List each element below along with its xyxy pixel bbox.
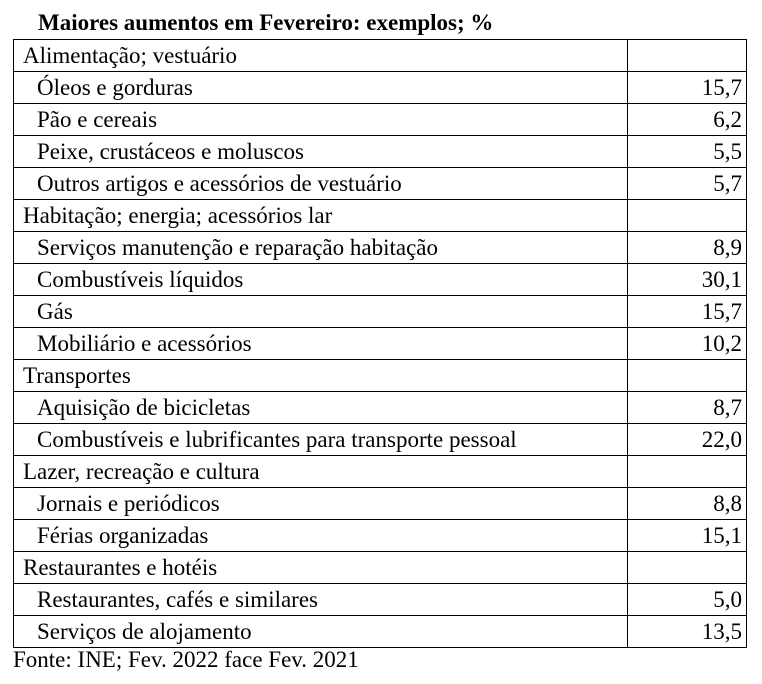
item-value: 13,5: [627, 615, 747, 648]
table-row: Pão e cereais 6,2: [13, 103, 747, 136]
category-row: Restaurantes e hotéis: [13, 551, 747, 584]
item-label: Peixe, crustáceos e moluscos: [13, 135, 628, 168]
category-label: Transportes: [13, 359, 628, 392]
table-row: Jornais e periódicos 8,8: [13, 487, 747, 520]
table-body: Alimentação; vestuário Óleos e gorduras 15…: [13, 39, 747, 648]
table-row: Outros artigos e acessórios de vestuário…: [13, 167, 747, 200]
category-label: Restaurantes e hotéis: [13, 551, 628, 584]
item-label: Jornais e periódicos: [13, 487, 628, 520]
table-title: Maiores aumentos em Fevereiro: exemplos;…: [38, 10, 494, 35]
source-note: Fonte: INE; Fev. 2022 face Fev. 2021: [13, 647, 359, 672]
item-label: Mobiliário e acessórios: [13, 327, 628, 360]
item-value: 15,7: [627, 295, 747, 328]
table-row: Serviços manutenção e reparação habitaçã…: [13, 231, 747, 264]
item-value: 8,8: [627, 487, 747, 520]
item-value: [627, 551, 747, 584]
item-label: Serviços de alojamento: [13, 615, 628, 648]
category-label: Habitação; energia; acessórios lar: [13, 199, 628, 232]
item-value: [627, 39, 747, 72]
table-row: Mobiliário e acessórios 10,2: [13, 327, 747, 360]
table-row: Férias organizadas 15,1: [13, 519, 747, 552]
item-label: Férias organizadas: [13, 519, 628, 552]
item-label: Combustíveis líquidos: [13, 263, 628, 296]
item-value: [627, 359, 747, 392]
item-label: Combustíveis e lubrificantes para transp…: [13, 423, 628, 456]
table-row: Aquisição de bicicletas 8,7: [13, 391, 747, 424]
table-row: Peixe, crustáceos e moluscos 5,5: [13, 135, 747, 168]
item-value: 8,9: [627, 231, 747, 264]
category-row: Alimentação; vestuário: [13, 39, 747, 72]
table-row: Combustíveis e lubrificantes para transp…: [13, 423, 747, 456]
item-value: 15,7: [627, 71, 747, 104]
item-label: Pão e cereais: [13, 103, 628, 136]
item-value: 6,2: [627, 103, 747, 136]
category-row: Habitação; energia; acessórios lar: [13, 199, 747, 232]
item-label: Óleos e gorduras: [13, 71, 628, 104]
item-value: 10,2: [627, 327, 747, 360]
item-value: [627, 455, 747, 488]
table-row: Gás 15,7: [13, 295, 747, 328]
category-row: Lazer, recreação e cultura: [13, 455, 747, 488]
price-increase-table: Alimentação; vestuário Óleos e gorduras 15…: [13, 39, 747, 648]
item-label: Restaurantes, cafés e similares: [13, 583, 628, 616]
item-label: Serviços manutenção e reparação habitaçã…: [13, 231, 628, 264]
table-row: Serviços de alojamento 13,5: [13, 615, 747, 648]
item-value: [627, 199, 747, 232]
category-row: Transportes: [13, 359, 747, 392]
item-value: 8,7: [627, 391, 747, 424]
item-value: 22,0: [627, 423, 747, 456]
item-value: 15,1: [627, 519, 747, 552]
table-row: Combustíveis líquidos 30,1: [13, 263, 747, 296]
item-label: Aquisição de bicicletas: [13, 391, 628, 424]
table-row: Óleos e gorduras 15,7: [13, 71, 747, 104]
table-row: Restaurantes, cafés e similares 5,0: [13, 583, 747, 616]
category-label: Alimentação; vestuário: [13, 39, 628, 72]
item-value: 5,5: [627, 135, 747, 168]
item-value: 30,1: [627, 263, 747, 296]
item-label: Outros artigos e acessórios de vestuário: [13, 167, 628, 200]
item-value: 5,7: [627, 167, 747, 200]
item-value: 5,0: [627, 583, 747, 616]
category-label: Lazer, recreação e cultura: [13, 455, 628, 488]
item-label: Gás: [13, 295, 628, 328]
